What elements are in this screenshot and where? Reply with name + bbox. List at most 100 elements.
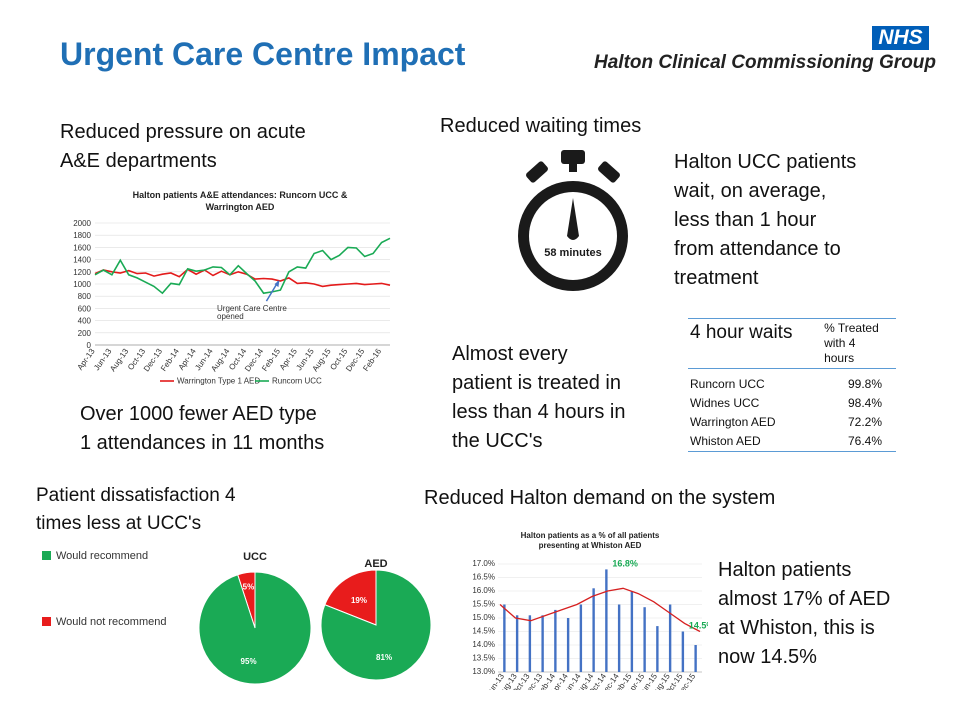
legend-would-not-recommend: Would not recommend [42, 616, 166, 628]
x-tick-label: Feb-15 [260, 347, 282, 373]
section4-heading: Reduced Halton demand on the system [424, 487, 776, 509]
whiston-text-line: at Whiston, this is [718, 617, 875, 639]
section1-footer-line: Over 1000 fewer AED type [80, 403, 317, 425]
pie-label: 95% [241, 657, 257, 666]
bar [579, 604, 583, 672]
page-title: Urgent Care Centre Impact [60, 36, 466, 72]
section1-heading-line: Reduced pressure on acute [60, 121, 306, 143]
bar [668, 604, 672, 672]
y-tick-label: 15.5% [472, 600, 495, 609]
y-tick-label: 2000 [73, 219, 91, 228]
waits-table-title: 4 hour waits [690, 322, 793, 343]
pie-chart-ucc: UCC 5% 95% [198, 551, 312, 685]
org-name: Halton Clinical Commissioning Group [594, 52, 937, 73]
pie-slice-recommend [198, 571, 312, 685]
legend-label: Runcorn UCC [272, 377, 322, 386]
bar [541, 615, 544, 672]
almost-text-line: Almost every [452, 343, 568, 365]
bar [643, 607, 646, 672]
y-tick-label: 1200 [73, 268, 91, 277]
x-tick-label: Aug-15 [310, 347, 332, 374]
section3-heading: Patient dissatisfaction 4 times less at … [36, 482, 236, 538]
row-name: Warrington AED [690, 415, 776, 429]
pie-slice-recommend [320, 569, 432, 681]
bar [681, 631, 685, 672]
nhs-logo: NHS [872, 26, 929, 50]
table-row: Warrington AED 72.2% [688, 413, 896, 432]
table-row: Runcorn UCC 99.8% [688, 375, 896, 394]
almost-text-line: patient is treated in [452, 372, 621, 394]
annotation-text: Urgent Care Centre [217, 304, 287, 313]
y-tick-label: 17.0% [472, 559, 495, 568]
row-name: Whiston AED [690, 434, 761, 448]
pie-title: AED [364, 558, 387, 570]
row-value: 76.4% [847, 434, 882, 448]
y-tick-label: 13.5% [472, 654, 495, 663]
bar-chart-title: Halton patients as a % of all patients p… [500, 531, 680, 551]
x-tick-label: Aug-13 [108, 347, 130, 374]
bar-chart-title-line: Halton patients as a % of all patients [520, 531, 660, 540]
bar [630, 591, 634, 672]
y-tick-label: 200 [78, 329, 92, 338]
section3-heading-line: Patient dissatisfaction 4 [36, 485, 236, 506]
legend-label: Would not recommend [56, 616, 167, 628]
section1-heading-line: A&E departments [60, 150, 217, 172]
y-tick-label: 14.0% [472, 640, 495, 649]
line-chart-title-line: Warrington AED [205, 202, 275, 212]
wait-text-line: less than 1 hour [674, 209, 817, 231]
annotation-arrowhead [274, 280, 280, 288]
row-value: 99.8% [847, 377, 882, 391]
bar [515, 615, 519, 672]
bar [554, 609, 557, 672]
y-tick-label: 1400 [73, 256, 91, 265]
y-tick-label: 1600 [73, 243, 91, 252]
y-tick-label: 400 [78, 317, 92, 326]
section1-footer: Over 1000 fewer AED type 1 attendances i… [80, 400, 324, 458]
x-tick-label: Feb-14 [159, 347, 181, 373]
table-row: Widnes UCC 98.4% [688, 394, 896, 413]
four-hour-waits-table: 4 hour waits % Treated with 4 hours Runc… [688, 318, 896, 452]
bar-chart: 13.0% 13.5% 14.0% 14.5% 15.0% 15.5% 16.0% 16.5%… [472, 558, 708, 690]
bar [592, 588, 595, 672]
bar-chart-title-line: presenting at Whiston AED [538, 541, 642, 550]
y-tick-label: 800 [78, 292, 92, 301]
section1-footer-line: 1 attendances in 11 months [80, 432, 325, 454]
bar-callout: 14.5% [689, 621, 708, 631]
pie-chart-aed: AED 19% 81% [320, 558, 432, 681]
table-row: Whiston AED 76.4% [688, 432, 896, 452]
almost-text-line: less than 4 hours in [452, 401, 626, 423]
row-name: Runcorn UCC [690, 377, 765, 391]
legend-label: Would recommend [56, 550, 149, 562]
waits-col-header-line: % Treated [824, 321, 879, 335]
bar [503, 604, 506, 672]
waits-col-header-line: with 4 [824, 336, 856, 350]
legend-would-recommend: Would recommend [42, 550, 148, 562]
pie-label: 19% [351, 596, 367, 605]
wait-text-line: Halton UCC patients [674, 151, 857, 173]
series-line [94, 237, 391, 295]
pie-label: 5% [243, 583, 255, 592]
line-chart-title-line: Halton patients A&E attendances: Runcorn… [132, 190, 348, 200]
pie-label: 81% [376, 653, 392, 662]
stopwatch-icon [518, 150, 628, 291]
waits-col-header-line: hours [824, 351, 855, 365]
row-name: Widnes UCC [690, 396, 760, 410]
y-tick-label: 13.0% [472, 667, 495, 676]
y-tick-label: 1800 [73, 231, 91, 240]
section2-heading: Reduced waiting times [440, 115, 642, 137]
waits-col-header: % Treated with 4 hours [822, 319, 896, 369]
trend-line [499, 587, 701, 633]
bar-callout: 16.8% [612, 558, 638, 568]
line-chart-title: Halton patients A&E attendances: Runcorn… [90, 189, 390, 213]
legend-label: Warrington Type 1 AED [177, 377, 260, 386]
y-tick-label: 16.5% [472, 573, 495, 582]
row-value: 98.4% [847, 396, 882, 410]
bar [617, 604, 621, 672]
annotation-text: opened [217, 312, 244, 321]
y-tick-label: 1000 [73, 280, 91, 289]
bar [528, 615, 532, 672]
series-line [94, 268, 391, 288]
wait-text-line: treatment [674, 267, 759, 289]
stopwatch-label: 58 minutes [544, 247, 602, 259]
whiston-text-line: now 14.5% [718, 646, 817, 668]
